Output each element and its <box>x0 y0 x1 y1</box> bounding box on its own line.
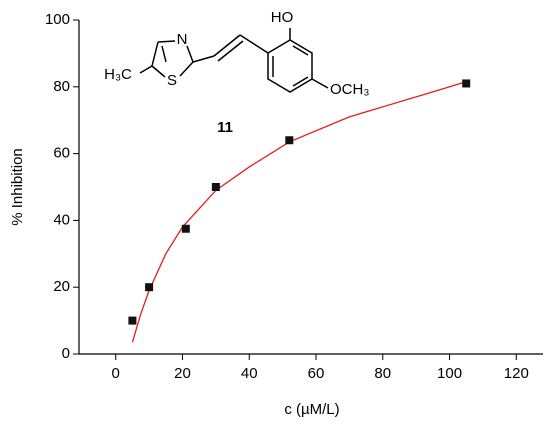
x-tick-label: 20 <box>174 365 191 382</box>
hydroxy-label: HO <box>271 9 294 26</box>
y-tick-label: 20 <box>53 278 70 295</box>
x-axis-label: c (µM/L) <box>284 401 339 418</box>
y-tick-label: 80 <box>53 78 70 95</box>
x-tick-label: 100 <box>437 365 462 382</box>
point <box>211 183 220 191</box>
y-tick-label: 40 <box>53 211 70 228</box>
x-tick-label: 80 <box>374 365 391 382</box>
point <box>285 136 294 145</box>
x-tick-label: 120 <box>504 365 529 382</box>
methoxy-label: OCH₃ <box>330 81 369 98</box>
x-tick-label: 0 <box>112 365 120 382</box>
y-axis-label: % Inhibition <box>9 148 26 226</box>
point <box>145 283 154 292</box>
y-tick-label: 60 <box>53 145 70 162</box>
s-label: S <box>167 72 177 89</box>
point <box>181 224 190 233</box>
point <box>128 316 137 325</box>
x-tick-label: 60 <box>308 365 325 382</box>
methyl-label: H₃C <box>104 66 132 83</box>
fit-curve <box>131 81 467 343</box>
molecule <box>139 28 329 93</box>
x-tick-label: 40 <box>241 365 258 382</box>
y-tick-label: 0 <box>62 345 70 362</box>
compound-label: 11 <box>217 119 233 136</box>
n-label: N <box>177 31 188 48</box>
point <box>462 79 471 88</box>
y-tick-label: 100 <box>45 11 70 28</box>
